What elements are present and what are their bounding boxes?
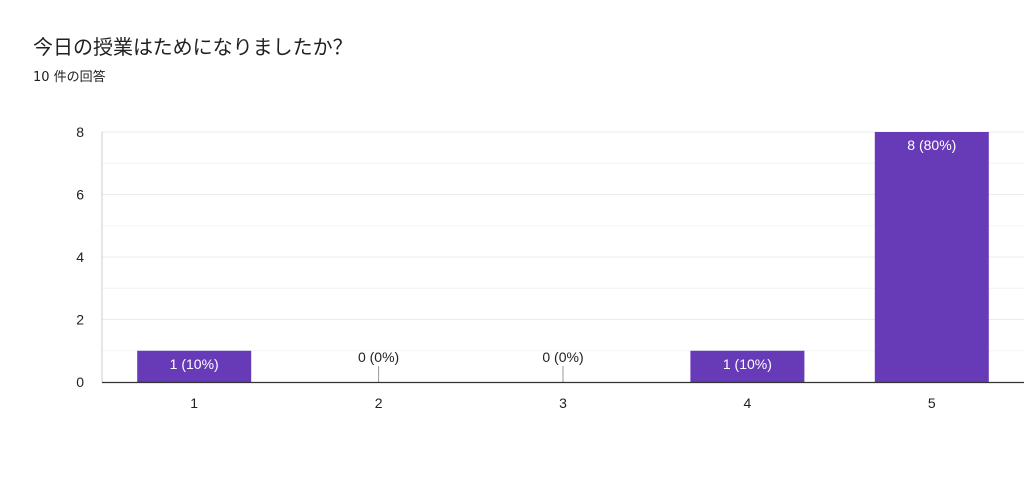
bars xyxy=(137,132,989,382)
y-tick-label: 4 xyxy=(76,249,84,265)
bar-5 xyxy=(874,132,989,382)
x-tick-labels: 1 2 3 4 5 xyxy=(190,395,936,411)
grid-lines xyxy=(102,131,1024,352)
bar-1 xyxy=(137,350,252,382)
axes xyxy=(101,132,1024,384)
y-tick-label: 8 xyxy=(76,124,84,140)
y-tick-label: 2 xyxy=(76,312,84,328)
data-label-1: 1 (10%) xyxy=(170,356,219,372)
bar-4 xyxy=(690,350,805,382)
response-count: 10 件の回答 xyxy=(33,70,106,85)
data-label-5: 8 (80%) xyxy=(907,137,956,153)
data-label-2: 0 (0%) xyxy=(358,349,399,365)
x-tick-label-4: 4 xyxy=(744,395,752,411)
x-tick-label-3: 3 xyxy=(559,395,567,411)
x-tick-label-5: 5 xyxy=(928,395,936,411)
zero-markers xyxy=(378,366,564,382)
x-tick-label-1: 1 xyxy=(190,395,198,411)
y-tick-labels: 0 2 4 6 8 xyxy=(76,124,84,390)
x-tick-label-2: 2 xyxy=(375,395,383,411)
data-label-3: 0 (0%) xyxy=(542,349,583,365)
y-tick-label: 0 xyxy=(76,374,84,390)
data-labels: 1 (10%) 0 (0%) 0 (0%) 1 (10%) 8 (80%) xyxy=(170,137,957,372)
y-tick-label: 6 xyxy=(76,187,84,203)
data-label-4: 1 (10%) xyxy=(723,356,772,372)
question-title: 今日の授業はためになりましたか？ xyxy=(33,35,353,59)
